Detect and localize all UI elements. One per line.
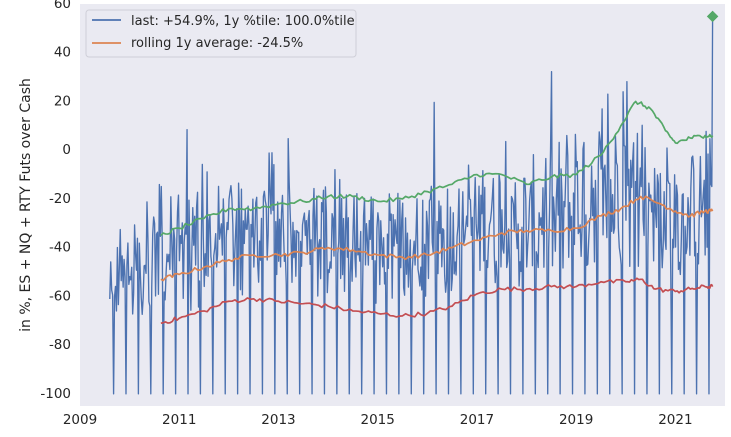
series-layer: [109, 16, 714, 395]
x-tick-label: 2013: [261, 412, 295, 428]
legend-label-last: last: +54.9%, 1y %tile: 100.0%tile: [131, 14, 355, 29]
series-line-rolling-average: [160, 195, 714, 282]
x-tick-label: 2009: [63, 412, 97, 428]
y-tick-label: -100: [40, 386, 71, 402]
series-line-last: [109, 16, 714, 395]
x-tick-label: 2011: [162, 412, 196, 428]
last-value-marker: [706, 10, 719, 23]
x-axis: 2009 2011 2013 2015 2017 2019 2021: [63, 412, 693, 428]
x-tick-label: 2017: [460, 412, 494, 428]
y-axis-title: in %, ES + NQ + RTY Futs over Cash: [18, 78, 34, 332]
y-tick-label: -60: [49, 288, 71, 304]
y-tick-label: 40: [54, 45, 71, 61]
x-tick-label: 2015: [361, 412, 395, 428]
y-axis: 60 40 20 0 -20 -40 -60 -80 -100: [40, 0, 71, 402]
y-tick-label: -80: [49, 337, 71, 353]
y-tick-label: 60: [54, 0, 71, 12]
y-tick-label: -20: [49, 191, 71, 207]
y-tick-label: 0: [62, 142, 71, 158]
y-tick-label: -40: [49, 240, 71, 256]
legend-label-rolling-average: rolling 1y average: -24.5%: [131, 36, 303, 51]
x-tick-label: 2021: [658, 412, 692, 428]
y-tick-label: 20: [54, 93, 71, 109]
legend-frame: [85, 9, 357, 58]
x-tick-label: 2019: [559, 412, 593, 428]
marker-layer: [706, 10, 719, 23]
series-line-3: [160, 277, 714, 324]
legend: last: +54.9%, 1y %tile: 100.0%tile rolli…: [85, 9, 357, 58]
series-line-2: [160, 100, 714, 237]
